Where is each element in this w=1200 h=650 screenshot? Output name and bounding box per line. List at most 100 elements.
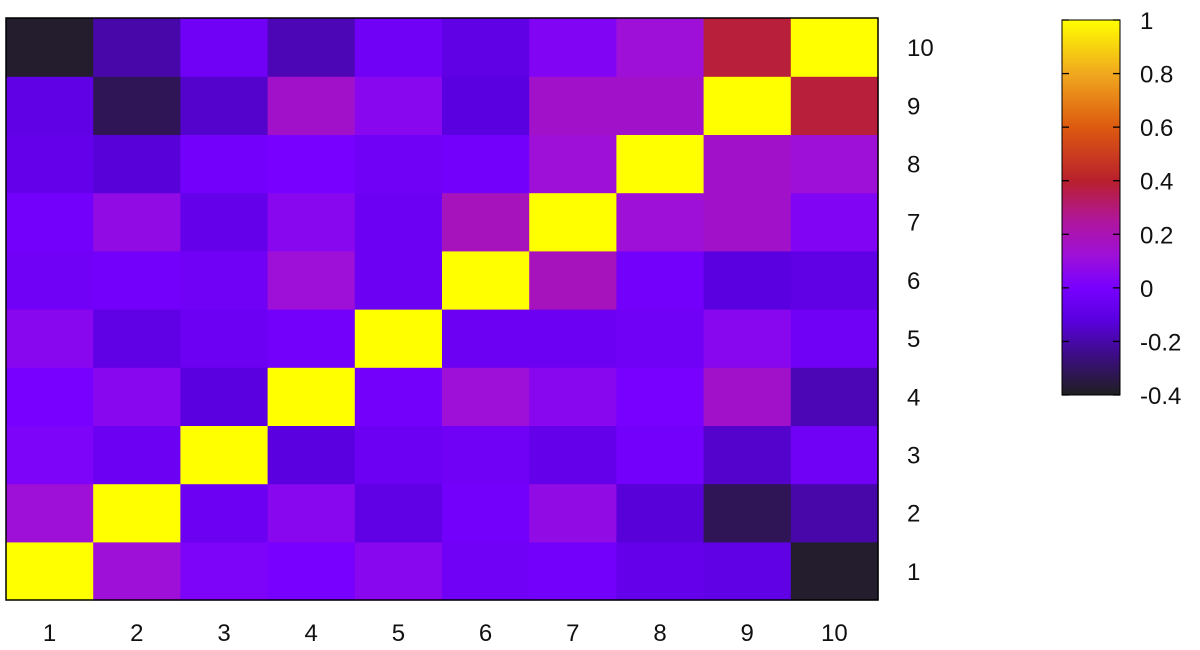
- heatmap-cell: [267, 483, 356, 543]
- heatmap-cell: [616, 367, 705, 426]
- heatmap-cell: [442, 192, 530, 252]
- colorbar-tick-label: 0.2: [1140, 222, 1173, 249]
- x-tick-label: 4: [305, 620, 318, 645]
- heatmap-cell: [267, 18, 356, 77]
- heatmap-cell: [790, 541, 879, 601]
- colorbar-tick-label: -0.2: [1140, 329, 1181, 356]
- heatmap-cell: [93, 18, 181, 77]
- heatmap-cell: [354, 309, 443, 368]
- heatmap-cell: [616, 541, 705, 601]
- heatmap-cell: [442, 250, 530, 310]
- heatmap-cell: [93, 134, 181, 194]
- heatmap-cell: [442, 425, 530, 485]
- heatmap-cell: [354, 134, 443, 194]
- heatmap-cell: [529, 541, 617, 601]
- heatmap-cell: [267, 425, 356, 485]
- colorbar: [1061, 19, 1121, 396]
- heatmap-cell: [354, 483, 443, 543]
- heatmap-cell: [267, 541, 356, 601]
- heatmap-cell: [703, 367, 792, 426]
- heatmap-cell: [616, 18, 705, 77]
- heatmap-cell: [703, 309, 792, 368]
- heatmap-cell: [180, 483, 269, 543]
- x-tick-label: 9: [741, 620, 754, 645]
- heatmap-cell: [354, 18, 443, 77]
- heatmap-cell: [267, 134, 356, 194]
- heatmap-cell: [6, 192, 94, 252]
- heatmap-cell: [6, 367, 94, 426]
- heatmap-cell: [790, 76, 879, 135]
- heatmap-cell: [790, 367, 879, 426]
- heatmap-cell: [703, 425, 792, 485]
- heatmap-cell: [354, 76, 443, 135]
- heatmap-cell: [442, 134, 530, 194]
- heatmap-cell: [180, 250, 269, 310]
- heatmap-cell: [529, 18, 617, 77]
- heatmap-cell: [6, 309, 94, 368]
- y-tick-label: 1: [907, 559, 920, 586]
- heatmap-cell: [354, 192, 443, 252]
- heatmap-cell: [529, 134, 617, 194]
- x-tick-label: 3: [217, 620, 230, 645]
- heatmap-cell: [616, 134, 705, 194]
- colorbar-tick-label: 0: [1140, 276, 1153, 303]
- y-tick-label: 7: [907, 210, 920, 237]
- x-tick-label: 8: [653, 620, 666, 645]
- colorbar-tick-label: -0.4: [1140, 383, 1181, 410]
- y-tick-label: 10: [907, 35, 934, 62]
- heatmap-cell: [180, 134, 269, 194]
- x-axis-ticks: 1 2 3 4 5 6 7 8 9 10: [43, 620, 848, 647]
- heatmap-cell: [180, 425, 269, 485]
- x-tick-label: 5: [392, 620, 405, 645]
- heatmap-cell: [616, 425, 705, 485]
- heatmap-cell: [267, 76, 356, 135]
- x-tick-label: 1: [43, 620, 56, 645]
- heatmap-cell: [529, 309, 617, 368]
- heatmap-cell: [790, 425, 879, 485]
- y-tick-label: 6: [907, 268, 920, 295]
- heatmap-cell: [93, 367, 181, 426]
- y-tick-label: 4: [907, 384, 920, 411]
- heatmap-cell: [180, 76, 269, 135]
- heatmap-cell: [616, 250, 705, 310]
- heatmap-cell: [180, 367, 269, 426]
- heatmap-cell: [703, 250, 792, 310]
- heatmap-cell: [790, 309, 879, 368]
- heatmap-cell: [790, 250, 879, 310]
- heatmap-cell: [267, 367, 356, 426]
- heatmap-cell: [703, 18, 792, 77]
- heatmap-cell: [180, 18, 269, 77]
- heatmap-cell: [442, 309, 530, 368]
- heatmap-cell: [354, 541, 443, 601]
- heatmap-cell: [529, 483, 617, 543]
- heatmap-cell: [93, 425, 181, 485]
- heatmap-cell: [790, 192, 879, 252]
- heatmap-cell: [93, 483, 181, 543]
- heatmap-cell: [442, 367, 530, 426]
- heatmap-cell: [616, 309, 705, 368]
- colorbar-tick-label: 0.4: [1140, 169, 1173, 196]
- heatmap-cell: [180, 309, 269, 368]
- heatmap-cell: [790, 483, 879, 543]
- heatmap-cell: [180, 192, 269, 252]
- heatmap-cell: [529, 192, 617, 252]
- heatmap-cell: [6, 425, 94, 485]
- x-tick-label: 10: [821, 620, 848, 645]
- heatmap-cell: [6, 76, 94, 135]
- heatmap-cell: [703, 134, 792, 194]
- y-tick-label: 2: [907, 501, 920, 528]
- plot-frame: [5, 17, 879, 601]
- colorbar-ticks: 1 0.8 0.6 0.4 0.2 0 -0.2 -0.4: [1062, 8, 1181, 410]
- heatmap-cell: [616, 483, 705, 543]
- heatmap-cell: [703, 76, 792, 135]
- heatmap-cell: [790, 134, 879, 194]
- heatmap-cell: [354, 250, 443, 310]
- heatmap-cell: [442, 76, 530, 135]
- y-tick-label: 3: [907, 443, 920, 470]
- heatmap-cell: [267, 250, 356, 310]
- x-tick-label: 7: [566, 620, 579, 645]
- heatmap-cell: [790, 18, 879, 77]
- colorbar-tick-label: 0.8: [1140, 62, 1173, 89]
